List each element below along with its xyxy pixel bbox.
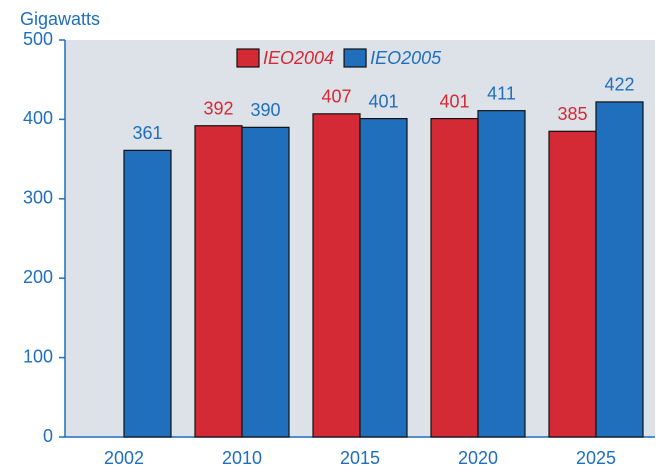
y-axis-label: Gigawatts (20, 9, 100, 29)
x-tick-label: 2010 (222, 448, 262, 468)
legend-label: IEO2004 (263, 48, 334, 68)
y-tick-label: 500 (23, 29, 53, 49)
x-tick-label: 2020 (458, 448, 498, 468)
value-label: 361 (132, 123, 162, 143)
y-tick-label: 200 (23, 267, 53, 287)
y-tick-label: 0 (43, 426, 53, 446)
legend-swatch (236, 48, 260, 68)
value-label: 392 (203, 99, 233, 119)
bar (359, 118, 408, 438)
bar (548, 130, 597, 438)
value-label: 401 (368, 91, 398, 111)
bar (241, 126, 290, 438)
x-tick-label: 2025 (576, 448, 616, 468)
x-tick-label: 2015 (340, 448, 380, 468)
bar (312, 113, 361, 438)
y-tick-label: 300 (23, 188, 53, 208)
y-tick-label: 100 (23, 346, 53, 366)
bar (430, 118, 479, 438)
legend-label: IEO2005 (370, 48, 442, 68)
y-tick-label: 400 (23, 108, 53, 128)
bar (477, 110, 526, 438)
x-tick-label: 2002 (104, 448, 144, 468)
bar (595, 101, 644, 438)
value-label: 401 (439, 91, 469, 111)
value-label: 422 (604, 75, 634, 95)
legend-swatch (343, 48, 367, 68)
value-label: 385 (557, 104, 587, 124)
value-label: 407 (321, 87, 351, 107)
value-label: 411 (487, 83, 516, 103)
bar (194, 125, 243, 438)
value-label: 390 (250, 100, 280, 120)
bar (123, 149, 172, 438)
